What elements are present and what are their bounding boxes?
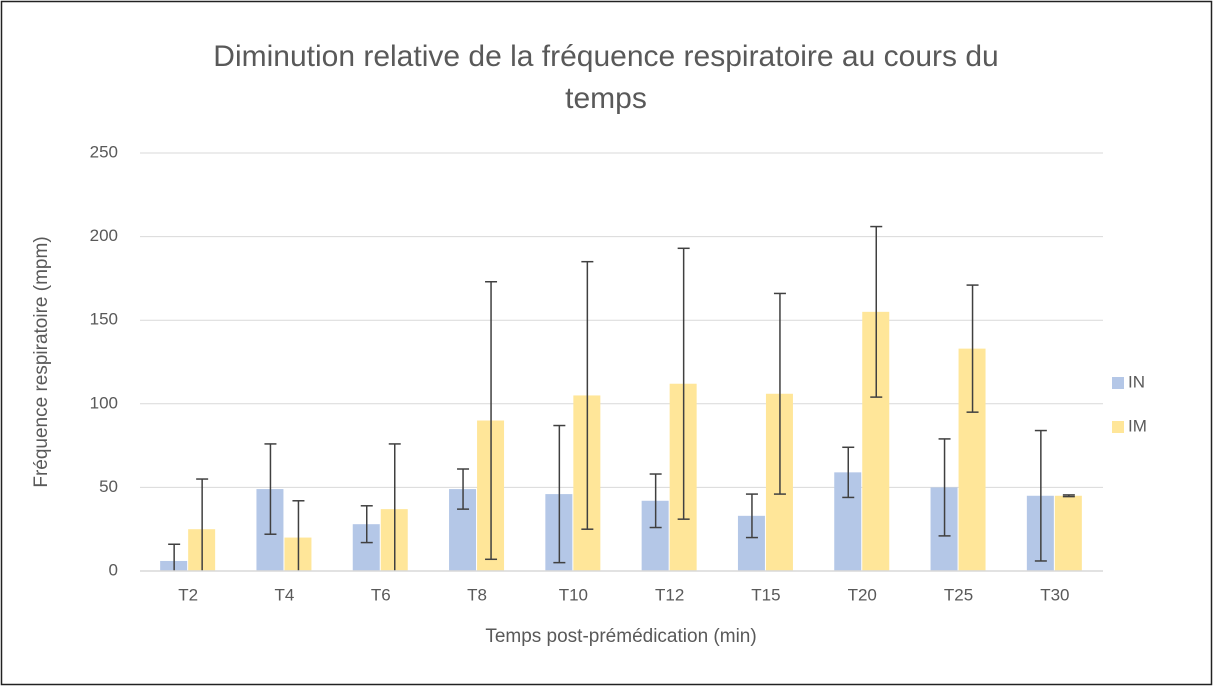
x-tick-label: T8: [467, 585, 487, 604]
error-bar: [264, 443, 277, 535]
x-tick-label: T25: [944, 585, 973, 604]
error-bar: [677, 247, 690, 520]
bar: [1054, 495, 1082, 571]
y-tick-label: 150: [90, 310, 118, 329]
legend-label: IN: [1128, 372, 1145, 391]
y-tick-label: 50: [99, 477, 118, 496]
chart-title-line1: Diminution relative de la fréquence resp…: [213, 40, 998, 73]
error-bar: [553, 424, 566, 564]
x-tick-label: T6: [371, 585, 391, 604]
legend-swatch: [1112, 377, 1124, 389]
x-tick-label: T20: [848, 585, 877, 604]
plot-area: [160, 225, 1082, 571]
error-bar: [870, 225, 883, 398]
error-bar: [457, 468, 470, 510]
error-bar: [773, 292, 786, 495]
legend-swatch: [1112, 421, 1124, 433]
error-bar: [649, 473, 662, 529]
x-tick-label: T30: [1040, 585, 1069, 604]
y-tick-label: 250: [90, 142, 118, 161]
x-tick-label: T4: [275, 585, 295, 604]
error-bar: [966, 284, 979, 413]
y-tick-label: 200: [90, 226, 118, 245]
error-bar: [360, 505, 373, 544]
error-bar: [581, 260, 594, 530]
x-axis-label: Temps post-prémédication (min): [485, 626, 756, 647]
x-tick-label: T2: [178, 585, 198, 604]
error-bar: [1034, 429, 1047, 562]
x-tick-label: T12: [655, 585, 684, 604]
y-axis-label: Fréquence respiratoire (mpm): [31, 236, 52, 487]
error-bar: [938, 438, 951, 537]
legend-label: IM: [1128, 416, 1147, 435]
y-tick-label: 100: [90, 393, 118, 412]
error-bar: [745, 493, 758, 539]
y-tick-label: 0: [109, 560, 118, 579]
x-tick-label: T10: [559, 585, 588, 604]
error-bar: [196, 478, 209, 571]
x-tick-label: T15: [751, 585, 780, 604]
error-bar: [168, 543, 181, 571]
error-bar: [842, 446, 855, 499]
error-bar: [388, 443, 401, 571]
error-bar: [292, 500, 305, 571]
error-bar: [1062, 494, 1075, 498]
error-bar: [485, 280, 498, 561]
chart-title-line2: temps: [565, 82, 647, 115]
